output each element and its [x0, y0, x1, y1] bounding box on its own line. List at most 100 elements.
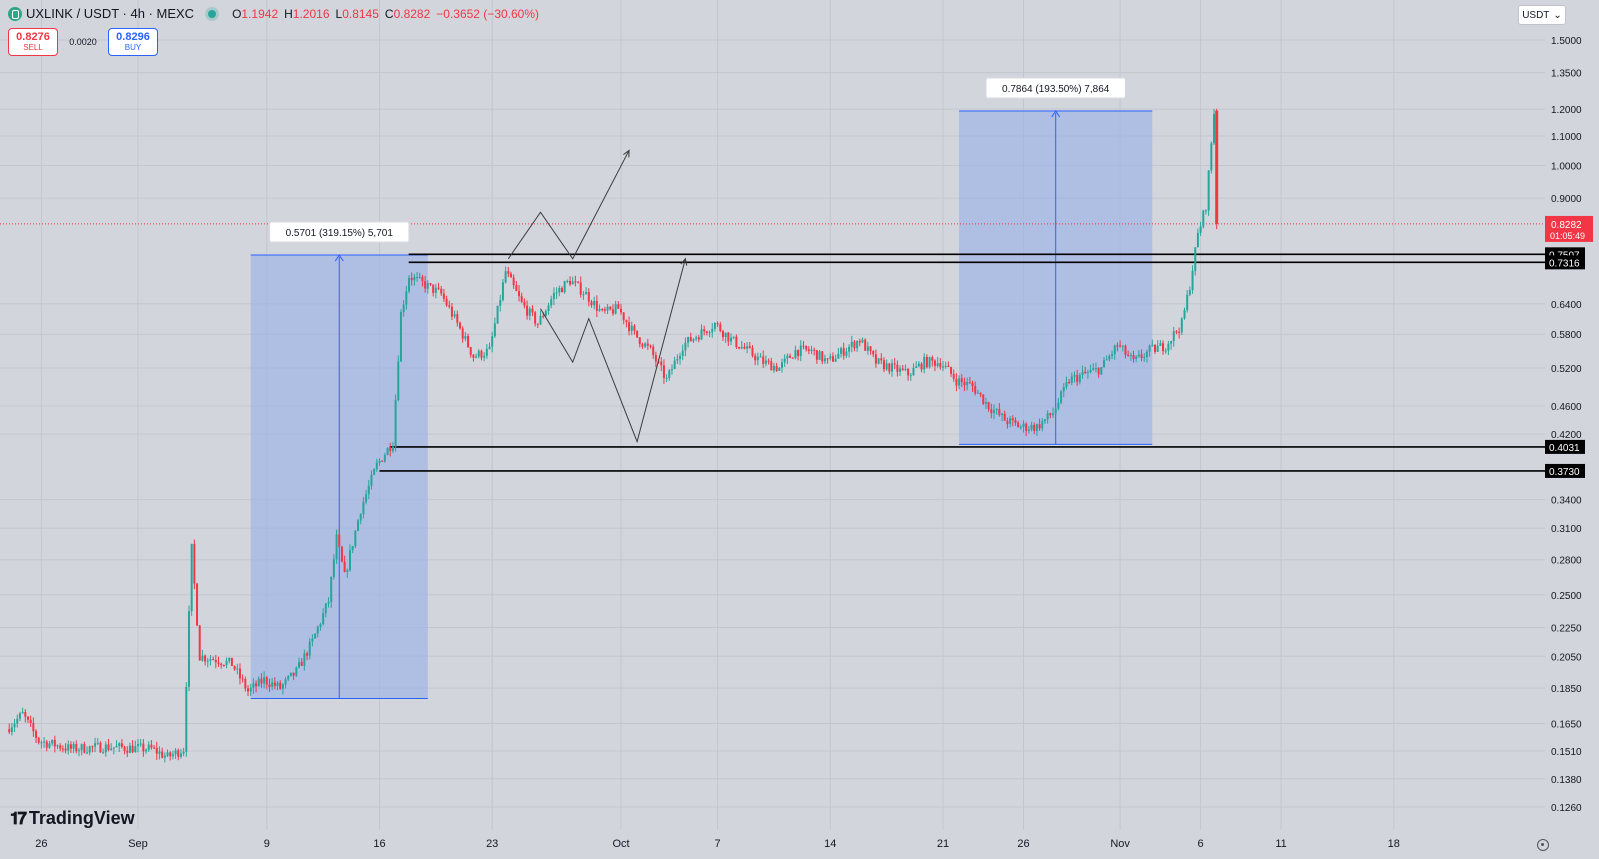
candle-body	[13, 723, 16, 728]
candle-body	[1159, 343, 1162, 346]
candle-body	[273, 682, 276, 686]
current-price-text: 0.8282	[1551, 220, 1582, 231]
candle	[83, 741, 86, 754]
candle	[94, 737, 97, 753]
price-axis[interactable]: 1.5000 1.3500 1.2000 1.1000 1.0000 0.9000 0.64…	[1545, 0, 1599, 859]
candle	[831, 352, 834, 363]
candle	[472, 354, 475, 362]
candle	[410, 272, 413, 286]
candle-body	[314, 633, 317, 639]
candle-body	[1097, 367, 1100, 375]
price-tick-label: 0.5200	[1551, 364, 1582, 375]
time-tick-labels: 26 Sep 9 16 23 Oct 7 14 21 26 Nov 6 11 18	[35, 838, 1400, 850]
candle-body	[45, 741, 48, 748]
candle-body	[212, 659, 215, 661]
candle-body	[488, 346, 491, 349]
buy-button[interactable]: 0.8296 BUY	[108, 28, 158, 56]
candle-body	[137, 744, 139, 747]
candle-body	[966, 382, 969, 386]
candle	[721, 329, 724, 341]
candle	[10, 722, 13, 736]
candle-body	[399, 312, 402, 362]
candle-body	[708, 332, 711, 334]
candle-body	[104, 744, 107, 753]
candle-body	[925, 356, 928, 368]
candle-body	[963, 381, 966, 386]
candle	[528, 306, 531, 321]
symbol-title[interactable]: UXLINK / USDT · 4h · MEXC	[26, 6, 195, 21]
candle-body	[802, 345, 805, 347]
candle	[408, 275, 411, 294]
candle-body	[893, 363, 896, 365]
candle	[958, 375, 961, 390]
candle-body	[783, 358, 786, 363]
candle	[1019, 424, 1022, 430]
candle	[255, 680, 258, 693]
candle	[845, 347, 848, 358]
candle	[818, 349, 821, 360]
candle-body	[276, 682, 279, 686]
time-axis[interactable]: 26 Sep 9 16 23 Oct 7 14 21 26 Nov 6 11 18	[0, 830, 1545, 859]
currency-selector[interactable]: USDT ⌄	[1518, 5, 1566, 25]
candle-body	[705, 331, 708, 333]
candle	[874, 349, 877, 368]
candle	[445, 295, 448, 307]
candle	[244, 676, 247, 692]
price-chart[interactable]: 0.5701 (319.15%) 5,701 0.7864 (193.50%) 7…	[0, 0, 1545, 830]
candle-body	[185, 686, 188, 752]
candle-body	[271, 682, 274, 687]
candle	[1164, 348, 1167, 354]
candle-body	[467, 336, 470, 348]
candle	[475, 353, 478, 359]
candle-body	[909, 375, 912, 377]
candle-body	[789, 355, 792, 358]
candle-body	[700, 329, 703, 340]
candle	[1073, 371, 1076, 383]
candle-body	[746, 346, 749, 349]
candle-body	[340, 546, 343, 562]
zigzag-drawing	[507, 150, 630, 260]
candle	[1153, 344, 1156, 355]
candle-body	[1057, 402, 1060, 409]
candle-body	[1113, 345, 1116, 355]
ohlc-value-c: 0.8282	[393, 6, 431, 21]
candle-body	[899, 368, 902, 372]
candle	[1043, 419, 1046, 424]
candle-body	[99, 742, 102, 753]
candle-body	[375, 462, 378, 470]
pattern-drawings	[507, 149, 688, 444]
candle	[222, 664, 225, 667]
candle-body	[179, 753, 182, 757]
candle	[1009, 415, 1012, 428]
candle-body	[1135, 356, 1138, 359]
candle	[247, 685, 250, 696]
candle	[802, 341, 805, 350]
sell-button[interactable]: 0.8276 SELL	[8, 28, 58, 56]
candle-body	[775, 365, 778, 371]
candle	[620, 303, 622, 316]
candle-body	[539, 315, 542, 325]
candle	[405, 285, 408, 310]
candle	[829, 353, 832, 361]
candle	[947, 361, 950, 367]
candle	[287, 675, 290, 682]
candle-body	[869, 346, 872, 352]
candle-body	[917, 363, 920, 367]
candle	[512, 274, 515, 289]
candle	[550, 295, 553, 309]
candle-body	[848, 346, 851, 352]
candle	[418, 272, 421, 279]
candle	[391, 441, 394, 453]
settings-icon[interactable]	[1537, 839, 1549, 851]
candle-body	[601, 309, 604, 311]
candle	[840, 346, 843, 358]
candle-body	[153, 747, 156, 749]
candle	[1145, 349, 1148, 363]
candle	[555, 287, 558, 300]
price-tick-label: 0.1650	[1551, 719, 1582, 730]
candle	[673, 356, 676, 370]
candle	[772, 362, 775, 373]
tradingview-logo[interactable]: 𝟏𝟕 TradingView	[10, 808, 135, 829]
candle	[1030, 421, 1033, 432]
candle-body	[845, 351, 848, 356]
